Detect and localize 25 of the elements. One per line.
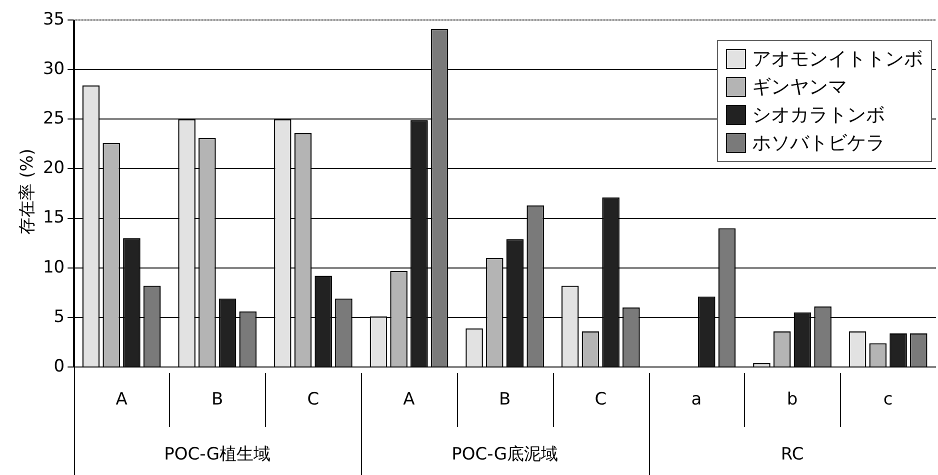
legend-label: ギンヤンマ (752, 75, 847, 100)
text: POC-G底泥域 (452, 444, 558, 464)
x-tick-label: B (212, 389, 224, 410)
x-tick-label: A (116, 389, 128, 410)
legend-label: アオモンイトトンボ (752, 47, 923, 72)
legend-label: シオカラトンボ (752, 103, 885, 128)
y-tick-label: 35 (42, 9, 65, 30)
x-tick-label: B (498, 389, 511, 410)
y-tick-label: 0 (54, 356, 65, 376)
x-tick-label: b (786, 389, 798, 410)
y-tick-label: 15 (42, 208, 65, 228)
y-tick-label: 20 (42, 158, 65, 178)
legend-label: ホソバトビケラ (752, 131, 885, 156)
y-tick-label: 30 (42, 58, 65, 79)
y-tick-label: 5 (54, 306, 65, 327)
x-tick-label: A (403, 389, 416, 410)
x-tick-label: c (883, 389, 893, 410)
y-axis-title: 存在率 (%) (16, 148, 38, 236)
x-tick-label: C (594, 389, 607, 410)
text: RC (780, 444, 804, 464)
text: POC-G植生域 (164, 444, 271, 464)
y-tick-label: 25 (42, 108, 65, 129)
x-tick-label: C (307, 389, 320, 410)
y-tick-label: 10 (42, 257, 65, 278)
x-tick-label: a (691, 389, 702, 410)
